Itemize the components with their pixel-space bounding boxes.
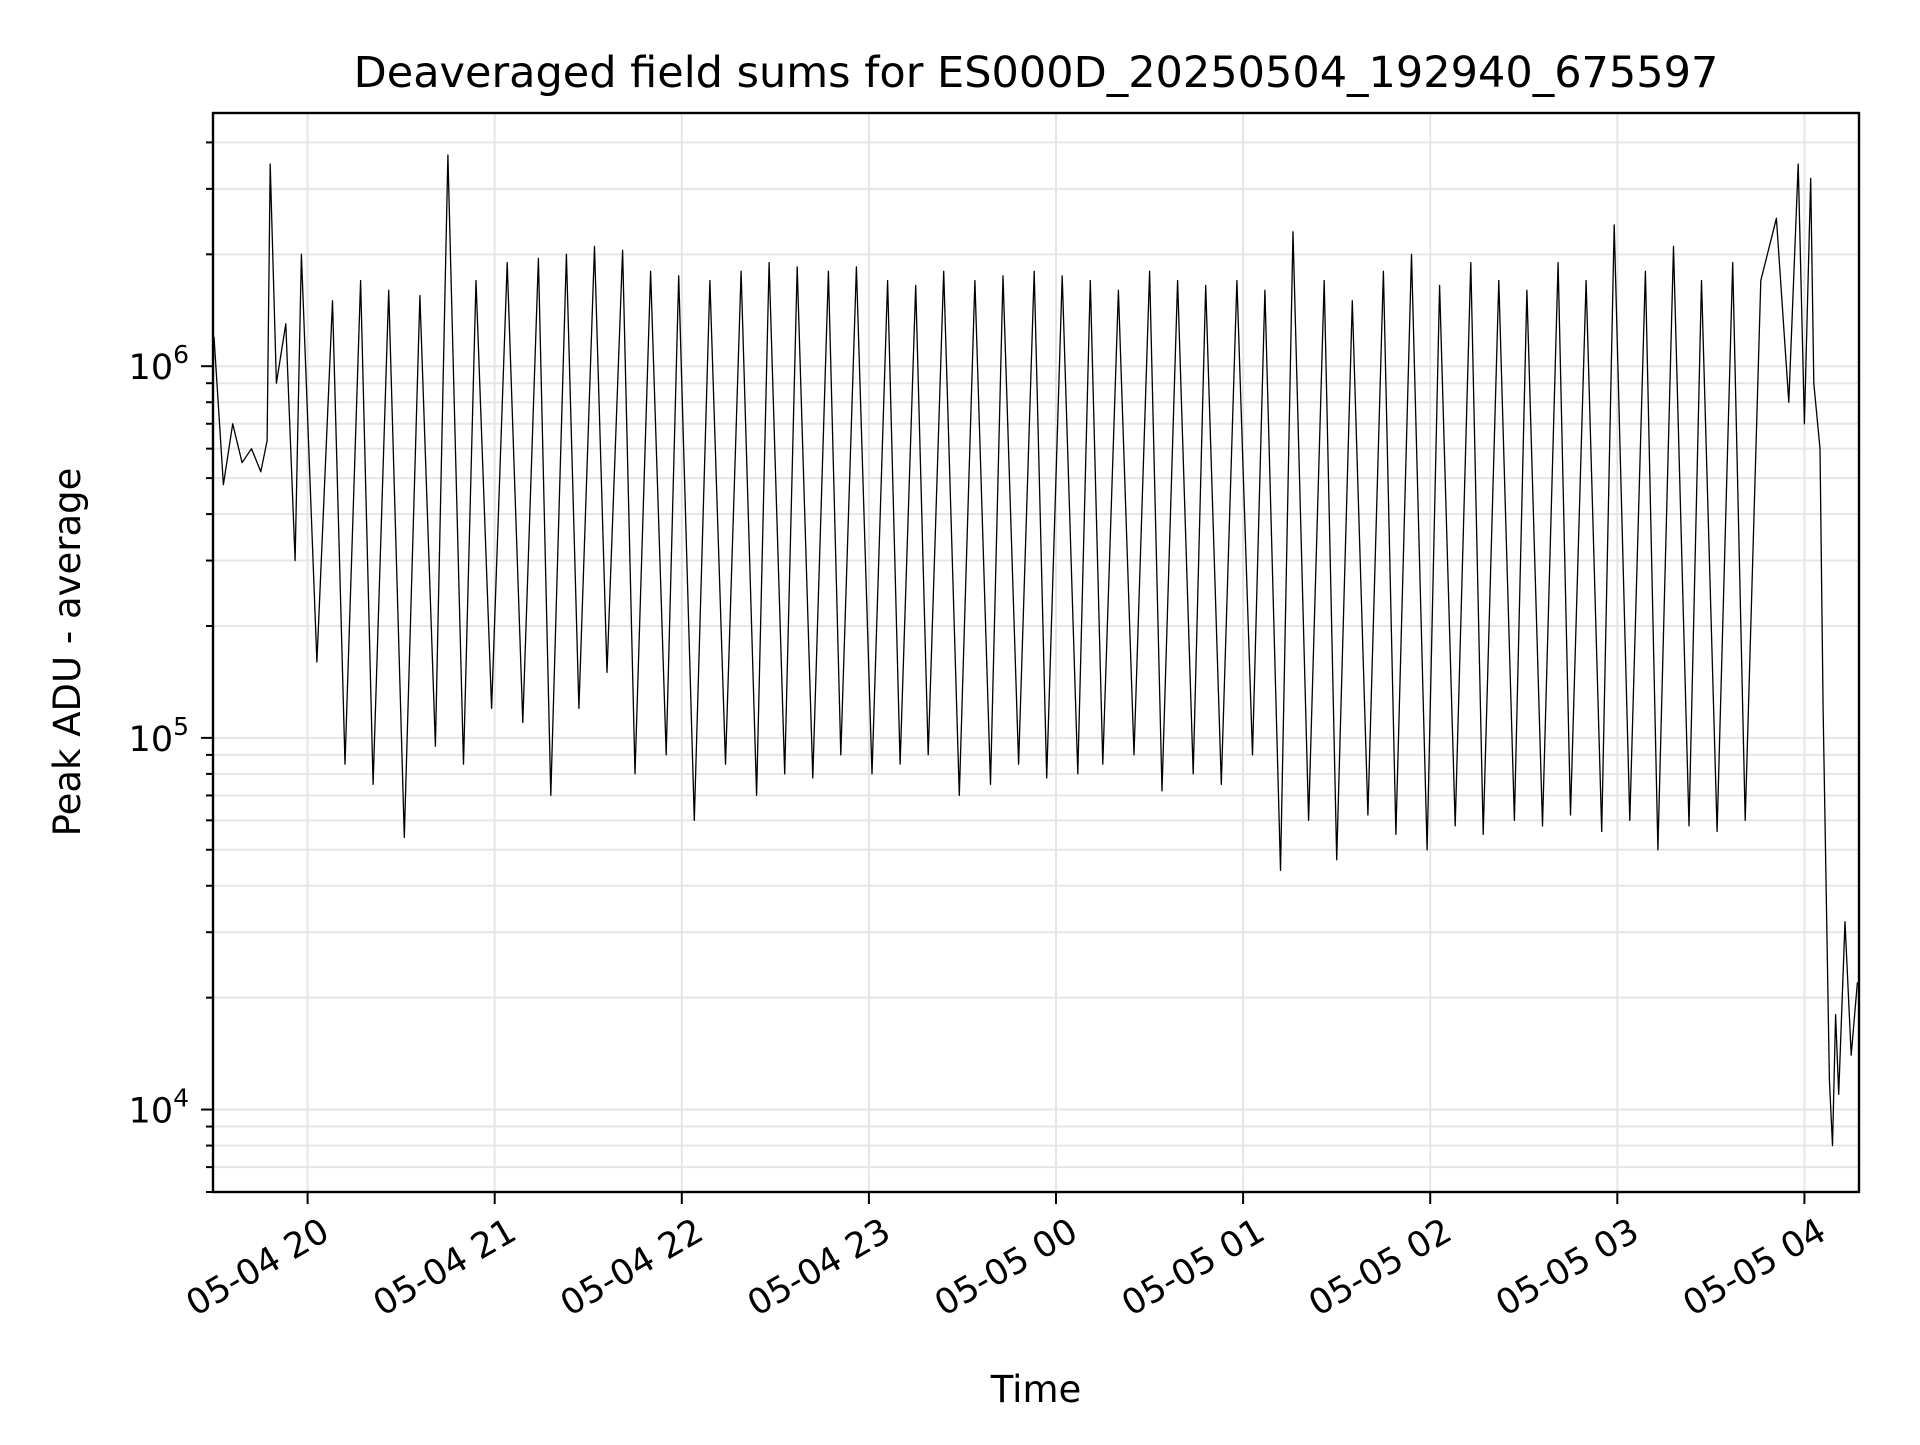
y-tick-label: 105 <box>129 712 189 760</box>
y-axis-label: Peak ADU - average <box>46 468 89 837</box>
y-tick-base: 10 <box>129 348 174 388</box>
axis-ticks <box>201 141 1806 1204</box>
y-tick-base: 10 <box>129 1092 174 1132</box>
y-tick-label: 106 <box>129 340 189 388</box>
y-tick-exponent: 6 <box>173 340 189 369</box>
y-tick-base: 10 <box>129 720 174 760</box>
series <box>213 154 1859 1147</box>
x-axis-label: Time <box>990 1368 1082 1411</box>
y-tick-exponent: 4 <box>173 1084 189 1113</box>
grid <box>213 113 1859 1193</box>
plot-frame <box>211 111 1861 1194</box>
series-line <box>213 154 1859 1147</box>
y-tick-label: 104 <box>129 1084 189 1132</box>
chart-title: Deaveraged field sums for ES000D_2025050… <box>354 48 1719 98</box>
y-tick-exponent: 5 <box>173 712 189 741</box>
